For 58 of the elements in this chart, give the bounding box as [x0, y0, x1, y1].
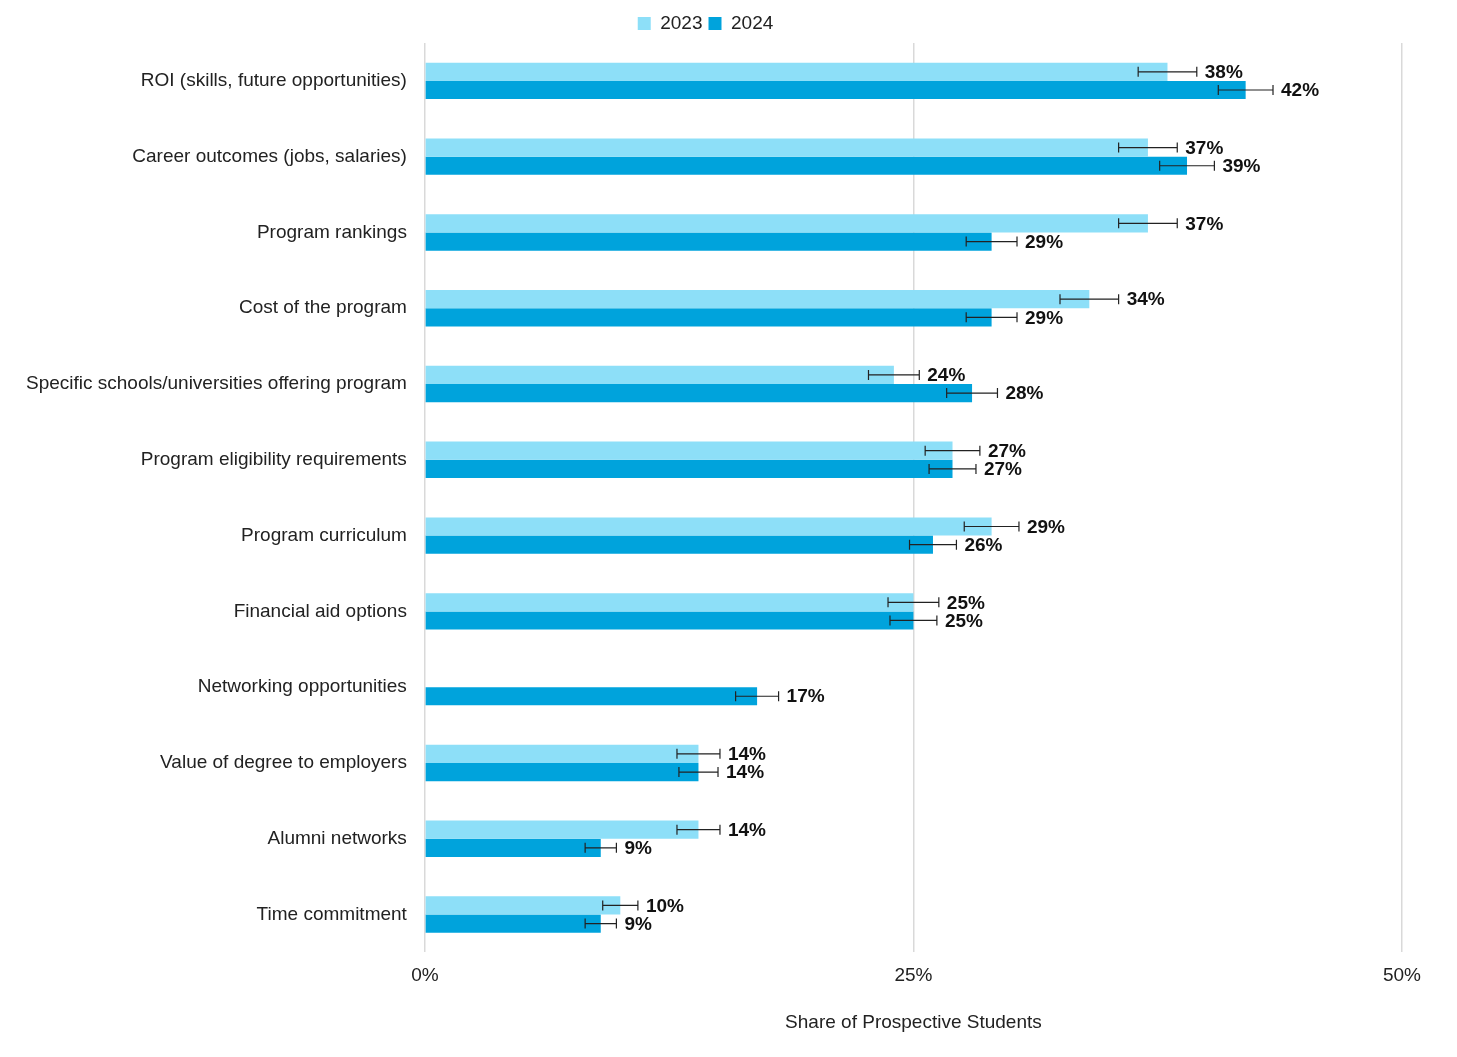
data-label: 17% [786, 685, 825, 707]
bar [425, 232, 992, 251]
bar [425, 308, 992, 327]
bar [425, 80, 1246, 100]
bar [425, 459, 953, 478]
y-tick-label: Cost of the program [238, 296, 407, 318]
data-label: 9% [624, 837, 652, 859]
data-label: 24% [927, 364, 966, 386]
data-label: 37% [1185, 212, 1224, 234]
data-label: 38% [1204, 61, 1243, 83]
bar [425, 820, 699, 839]
bar [425, 365, 894, 385]
y-tick-label: Program rankings [256, 220, 407, 242]
bar [425, 156, 1188, 175]
bar [425, 593, 914, 612]
bar [425, 744, 699, 763]
data-label: 34% [1126, 288, 1165, 310]
bar [425, 62, 1168, 81]
y-tick-label: Specific schools/universities offering program [25, 372, 407, 394]
data-label: 14% [727, 818, 767, 840]
bar [425, 517, 992, 536]
data-label: 26% [964, 533, 1003, 555]
y-tick-label: Career outcomes (jobs, salaries) [132, 144, 407, 166]
bar [425, 384, 973, 403]
x-axis-title: Share of Prospective Students [785, 1010, 1042, 1032]
data-label: 37% [1185, 136, 1224, 158]
y-tick-label: Alumni networks [267, 826, 407, 848]
data-label: 29% [1026, 515, 1066, 537]
y-tick-label: Networking opportunities [197, 675, 407, 697]
legend-label: 2023 [660, 11, 703, 33]
y-tick-label: Time commitment [256, 902, 408, 924]
x-tick-label: 0% [411, 964, 439, 986]
y-tick-label: Financial aid options [233, 599, 407, 621]
legend-label: 2024 [731, 11, 774, 33]
data-label: 29% [1025, 306, 1064, 328]
bar [425, 914, 601, 933]
bar [425, 138, 1148, 157]
bar [425, 687, 758, 706]
data-label: 28% [1005, 382, 1044, 404]
y-tick-label: ROI (skills, future opportunities) [140, 69, 407, 91]
x-tick-label: 50% [1382, 964, 1422, 986]
bar [425, 214, 1148, 233]
bar [425, 762, 699, 782]
bar [425, 290, 1090, 309]
data-label: 27% [983, 458, 1023, 480]
y-tick-label: Program curriculum [241, 523, 407, 545]
bar [425, 611, 914, 630]
bar [425, 838, 601, 857]
y-tick-label: Value of degree to employers [160, 751, 407, 773]
data-label: 42% [1281, 79, 1320, 101]
data-label: 27% [987, 439, 1027, 461]
bar [425, 535, 933, 554]
y-tick-label: Program eligibility requirements [140, 448, 407, 470]
data-label: 29% [1025, 230, 1064, 252]
bar [425, 896, 621, 915]
x-tick-label: 25% [894, 964, 933, 986]
bar [425, 441, 953, 460]
data-label: 39% [1222, 155, 1261, 176]
